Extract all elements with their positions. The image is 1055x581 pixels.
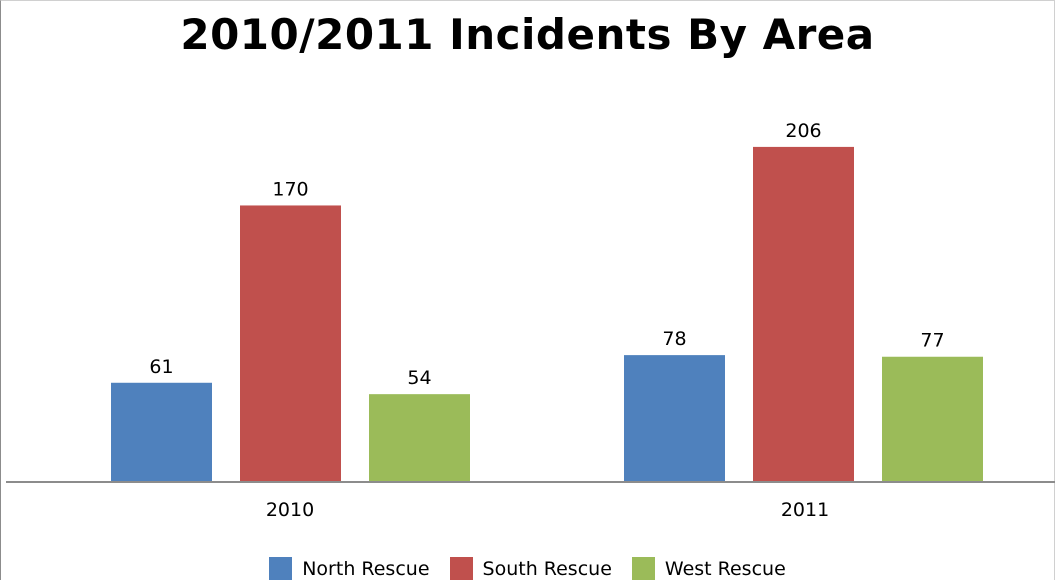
bars-group bbox=[111, 146, 983, 483]
legend-swatch bbox=[449, 557, 473, 580]
data-label: 77 bbox=[920, 330, 944, 352]
bar-south-rescue-2011 bbox=[753, 146, 854, 483]
bar-west-rescue-2011 bbox=[882, 356, 983, 482]
legend: North Rescue South Rescue West Rescue bbox=[0, 556, 1055, 581]
bar-west-rescue-2010 bbox=[369, 394, 470, 482]
legend-item: North Rescue bbox=[269, 557, 430, 580]
bar-south-rescue-2010 bbox=[240, 205, 341, 482]
labels-group: 61 170 54 2010 78 206 77 2011 bbox=[149, 120, 944, 521]
x-tick-label: 2011 bbox=[781, 499, 829, 521]
legend-swatch bbox=[269, 557, 293, 580]
legend-label: North Rescue bbox=[302, 557, 430, 580]
legend-label: West Rescue bbox=[664, 557, 786, 580]
legend-item: West Rescue bbox=[631, 557, 786, 580]
legend-swatch bbox=[631, 557, 655, 580]
legend-item: South Rescue bbox=[449, 557, 612, 580]
data-label: 170 bbox=[272, 178, 308, 200]
bar-north-rescue-2010 bbox=[111, 382, 212, 482]
data-label: 206 bbox=[785, 120, 821, 142]
data-label: 54 bbox=[407, 367, 431, 389]
chart-title: 2010/2011 Incidents By Area bbox=[180, 10, 875, 59]
data-label: 61 bbox=[149, 356, 173, 378]
x-tick-label: 2010 bbox=[266, 499, 314, 521]
bar-north-rescue-2011 bbox=[624, 355, 725, 482]
data-label: 78 bbox=[662, 328, 686, 350]
legend-label: South Rescue bbox=[482, 557, 612, 580]
